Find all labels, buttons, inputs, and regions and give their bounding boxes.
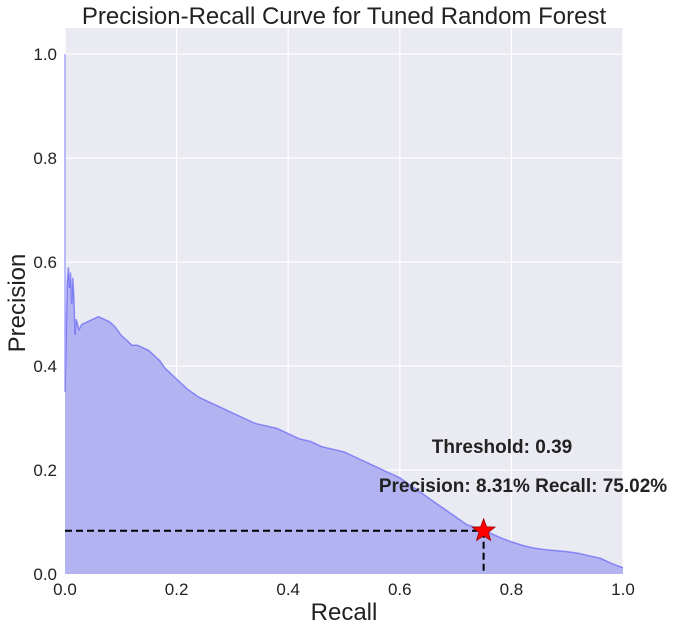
x-tick-label-3: 0.6 <box>388 580 412 599</box>
x-tick-label-5: 1.0 <box>611 580 635 599</box>
x-tick-label-0: 0.0 <box>53 580 77 599</box>
threshold-marker <box>471 517 497 542</box>
pr-curve-fill <box>65 54 623 574</box>
threshold-star-icon <box>471 517 497 542</box>
threshold-guide-lines <box>65 529 485 574</box>
threshold-annotation: Threshold: 0.39 <box>432 437 572 458</box>
chart-title: Precision-Recall Curve for Tuned Random … <box>82 3 607 30</box>
x-tick-label-1: 0.2 <box>165 580 189 599</box>
metrics-annotation: Precision: 8.31% Recall: 75.02% <box>379 476 667 497</box>
y-tick-label-4: 0.8 <box>33 149 57 168</box>
pr-curve-line <box>64 54 624 569</box>
x-tick-label-2: 0.4 <box>276 580 300 599</box>
y-tick-label-3: 0.6 <box>33 253 57 272</box>
y-tick-labels: 0.0 0.2 0.4 0.6 0.8 1.0 <box>33 45 57 584</box>
y-axis-label: Precision <box>4 254 31 353</box>
y-tick-label-1: 0.2 <box>33 461 57 480</box>
x-axis-label: Recall <box>311 599 378 626</box>
x-tick-label-4: 0.8 <box>500 580 524 599</box>
y-tick-label-5: 1.0 <box>33 45 57 64</box>
y-tick-label-0: 0.0 <box>33 565 57 584</box>
x-tick-labels: 0.0 0.2 0.4 0.6 0.8 1.0 <box>53 580 635 599</box>
y-tick-label-2: 0.4 <box>33 357 57 376</box>
